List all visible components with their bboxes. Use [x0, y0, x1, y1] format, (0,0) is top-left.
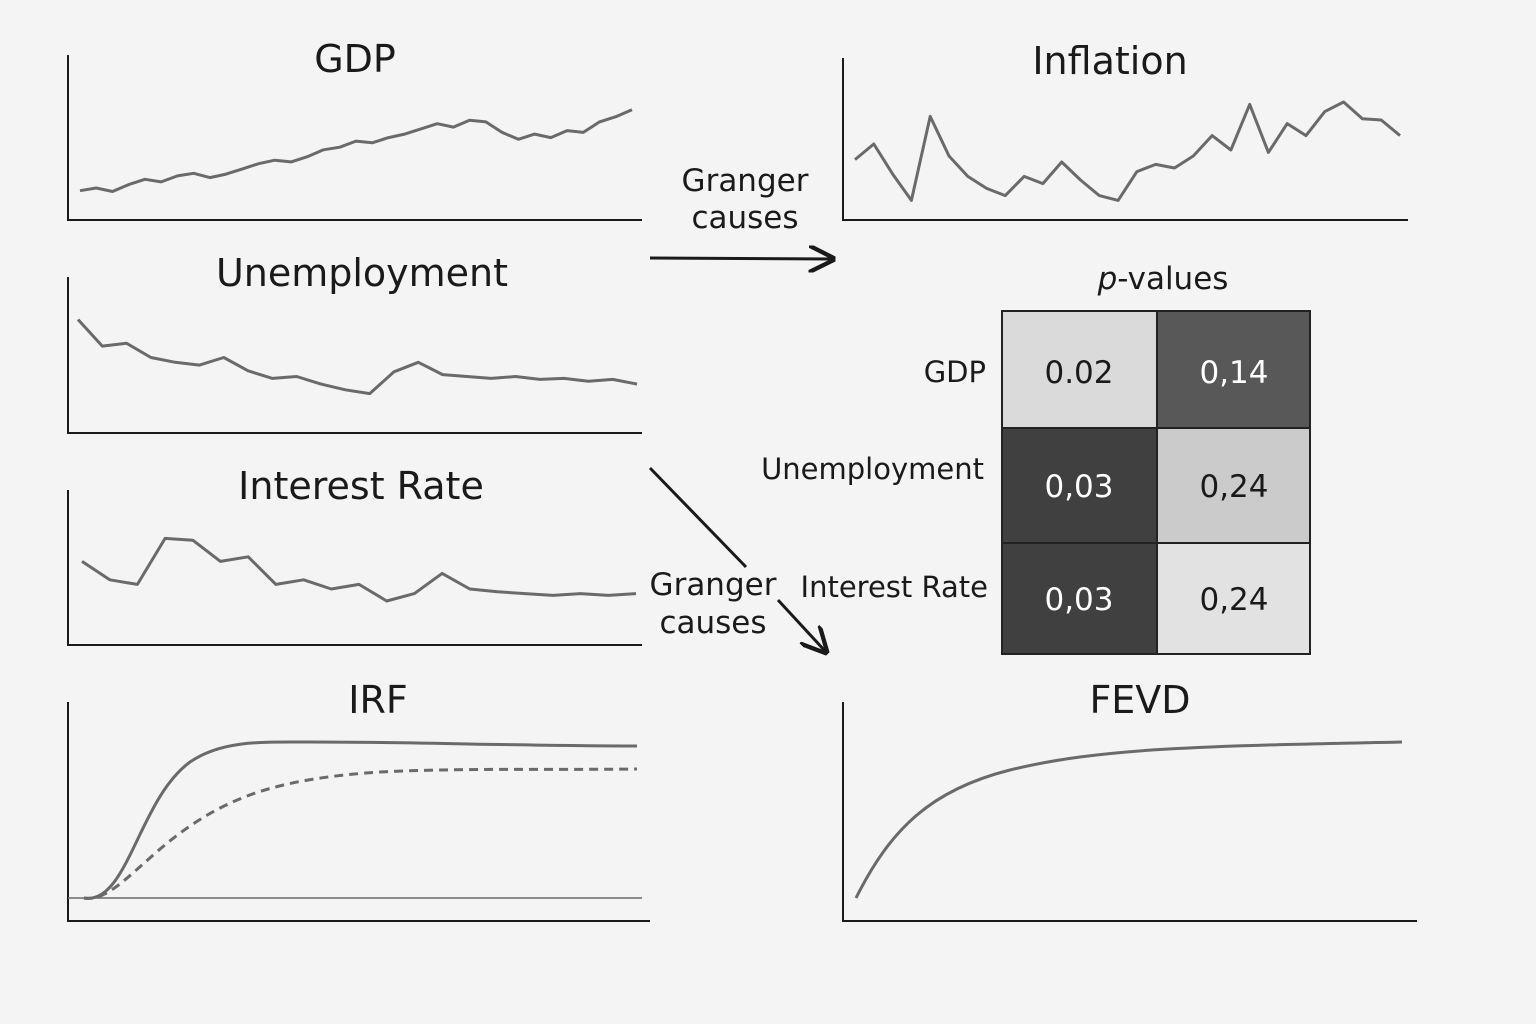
irf-dashed-response-line — [83, 767, 638, 900]
pvalue-text: 0,03 — [1044, 582, 1113, 618]
gdp-axes — [67, 55, 642, 221]
granger-arrow-top: Granger causes — [649, 163, 833, 259]
pvalue-cell — [1001, 427, 1158, 544]
pvalue-cell — [1001, 310, 1158, 429]
granger-bottom-line2: causes — [659, 605, 766, 641]
pvalues-title-italic: p — [1097, 261, 1118, 297]
interest-rate-axes — [67, 490, 642, 646]
inflation-title: Inflation — [1032, 39, 1187, 83]
pvalue-cell — [1156, 542, 1311, 655]
granger-top-line1: Granger — [682, 163, 809, 199]
gdp-series-line — [79, 108, 633, 193]
fevd-title: FEVD — [1089, 678, 1190, 722]
row-label-unemployment: Unemployment — [761, 452, 984, 486]
granger-bottom-line1: Granger — [650, 567, 777, 603]
interest-rate-series-line — [81, 536, 637, 603]
pvalue-cell — [1001, 542, 1158, 655]
pvalues-title: p-values — [1097, 261, 1229, 297]
inflation-axes — [842, 58, 1408, 221]
inflation-panel: Inflation — [842, 39, 1408, 221]
granger-arrow-bottom: Granger causes — [648, 466, 826, 652]
fevd-panel: FEVD — [842, 678, 1417, 922]
pvalue-text: 0.02 — [1044, 355, 1113, 391]
pvalues-title-rest: -values — [1117, 261, 1228, 297]
granger-bottom-arrow-segment — [648, 466, 748, 569]
unemployment-panel: Unemployment — [67, 251, 642, 434]
gdp-panel: GDP — [67, 37, 642, 221]
fevd-axes — [842, 702, 1417, 922]
pvalue-text: 0,24 — [1199, 582, 1268, 618]
row-label-interest-rate: Interest Rate — [801, 570, 988, 604]
pvalue-cell — [1156, 427, 1311, 544]
inflation-series-line — [854, 100, 1401, 202]
granger-top-arrow-line — [649, 258, 833, 259]
pvalue-cell — [1156, 310, 1311, 429]
unemployment-axes — [67, 277, 642, 434]
pvalues-table: p-values GDP Unemployment Interest Rate … — [761, 261, 1311, 655]
granger-bottom-arrow-head-line — [776, 598, 826, 652]
granger-top-line2: causes — [691, 200, 798, 236]
pvalue-text: 0,24 — [1199, 469, 1268, 505]
irf-axes — [67, 702, 650, 922]
pvalue-text: 0,03 — [1044, 469, 1113, 505]
interest-rate-panel: Interest Rate — [67, 464, 642, 646]
gdp-title: GDP — [314, 37, 396, 81]
unemployment-series-line — [76, 318, 638, 396]
irf-response-line — [83, 740, 638, 900]
unemployment-title: Unemployment — [216, 251, 508, 295]
irf-panel: IRF — [67, 678, 650, 922]
fevd-line — [854, 740, 1403, 899]
irf-title: IRF — [348, 678, 407, 722]
pvalue-text: 0,14 — [1199, 355, 1268, 391]
interest-rate-title: Interest Rate — [238, 464, 484, 508]
row-label-gdp: GDP — [924, 355, 986, 389]
